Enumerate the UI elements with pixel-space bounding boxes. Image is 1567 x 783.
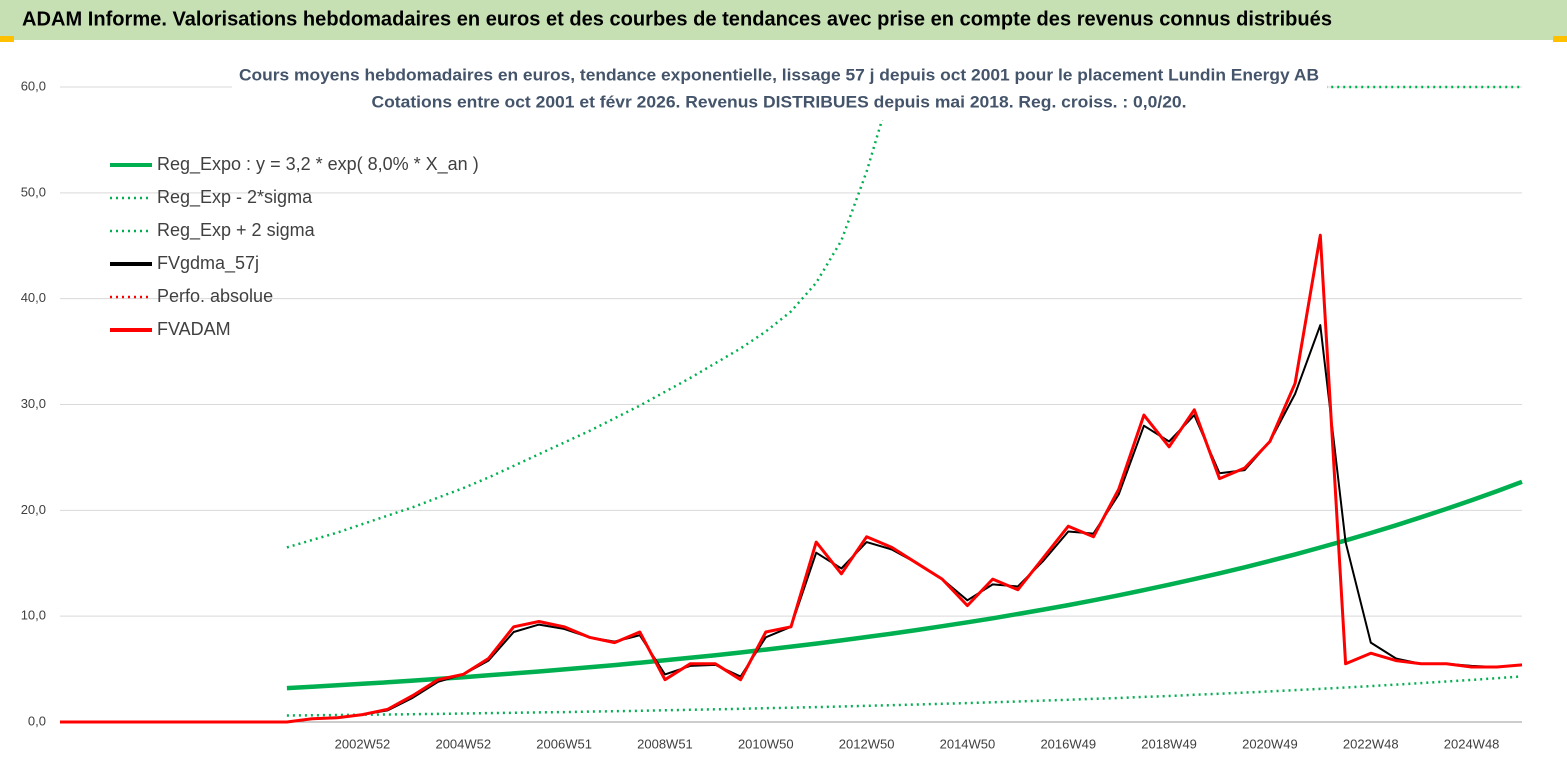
x-tick-label: 2008W51: [637, 736, 693, 751]
y-tick-label: 50,0: [21, 184, 46, 199]
y-tick-label: 0,0: [28, 713, 46, 728]
header-bar: [0, 0, 1567, 40]
y-tick-label: 30,0: [21, 396, 46, 411]
x-tick-label: 2012W50: [839, 736, 895, 751]
series-line: [60, 233, 1523, 724]
legend: Reg_Expo : y = 3,2 * exp( 8,0% * X_an ) R…: [110, 154, 479, 339]
header-accent: [0, 36, 14, 42]
title-box: [232, 60, 1327, 120]
legend-label: Reg_Exp - 2*sigma: [157, 187, 313, 208]
x-tick-label: 2010W50: [738, 736, 794, 751]
chart-subtitle: Cotations entre oct 2001 et févr 2026. R…: [372, 92, 1187, 111]
series-line: [286, 479, 1523, 691]
legend-label: Perfo. absolue: [157, 286, 273, 306]
legend-label: FVADAM: [157, 319, 231, 339]
series-line: [286, 675, 1523, 717]
x-tick-label: 2016W49: [1040, 736, 1096, 751]
y-tick-label: 60,0: [21, 78, 46, 93]
legend-label: FVgdma_57j: [157, 253, 259, 274]
legend-label: Reg_Expo : y = 3,2 * exp( 8,0% * X_an ): [157, 154, 479, 175]
x-tick-label: 2002W52: [335, 736, 391, 751]
y-tick-label: 40,0: [21, 290, 46, 305]
x-tick-label: 2018W49: [1141, 736, 1197, 751]
x-tick-label: 2022W48: [1343, 736, 1399, 751]
y-tick-label: 20,0: [21, 502, 46, 517]
x-tick-label: 2004W52: [435, 736, 491, 751]
x-tick-label: 2024W48: [1444, 736, 1500, 751]
page-title: ADAM Informe. Valorisations hebdomadaire…: [22, 8, 1332, 30]
y-tick-label: 10,0: [21, 608, 46, 623]
x-tick-label: 2006W51: [536, 736, 592, 751]
chart-title: Cours moyens hebdomadaires en euros, ten…: [239, 65, 1319, 84]
x-tick-label: 2014W50: [940, 736, 996, 751]
x-tick-label: 2020W49: [1242, 736, 1298, 751]
header-accent: [1553, 36, 1567, 42]
legend-label: Reg_Exp + 2 sigma: [157, 220, 316, 241]
